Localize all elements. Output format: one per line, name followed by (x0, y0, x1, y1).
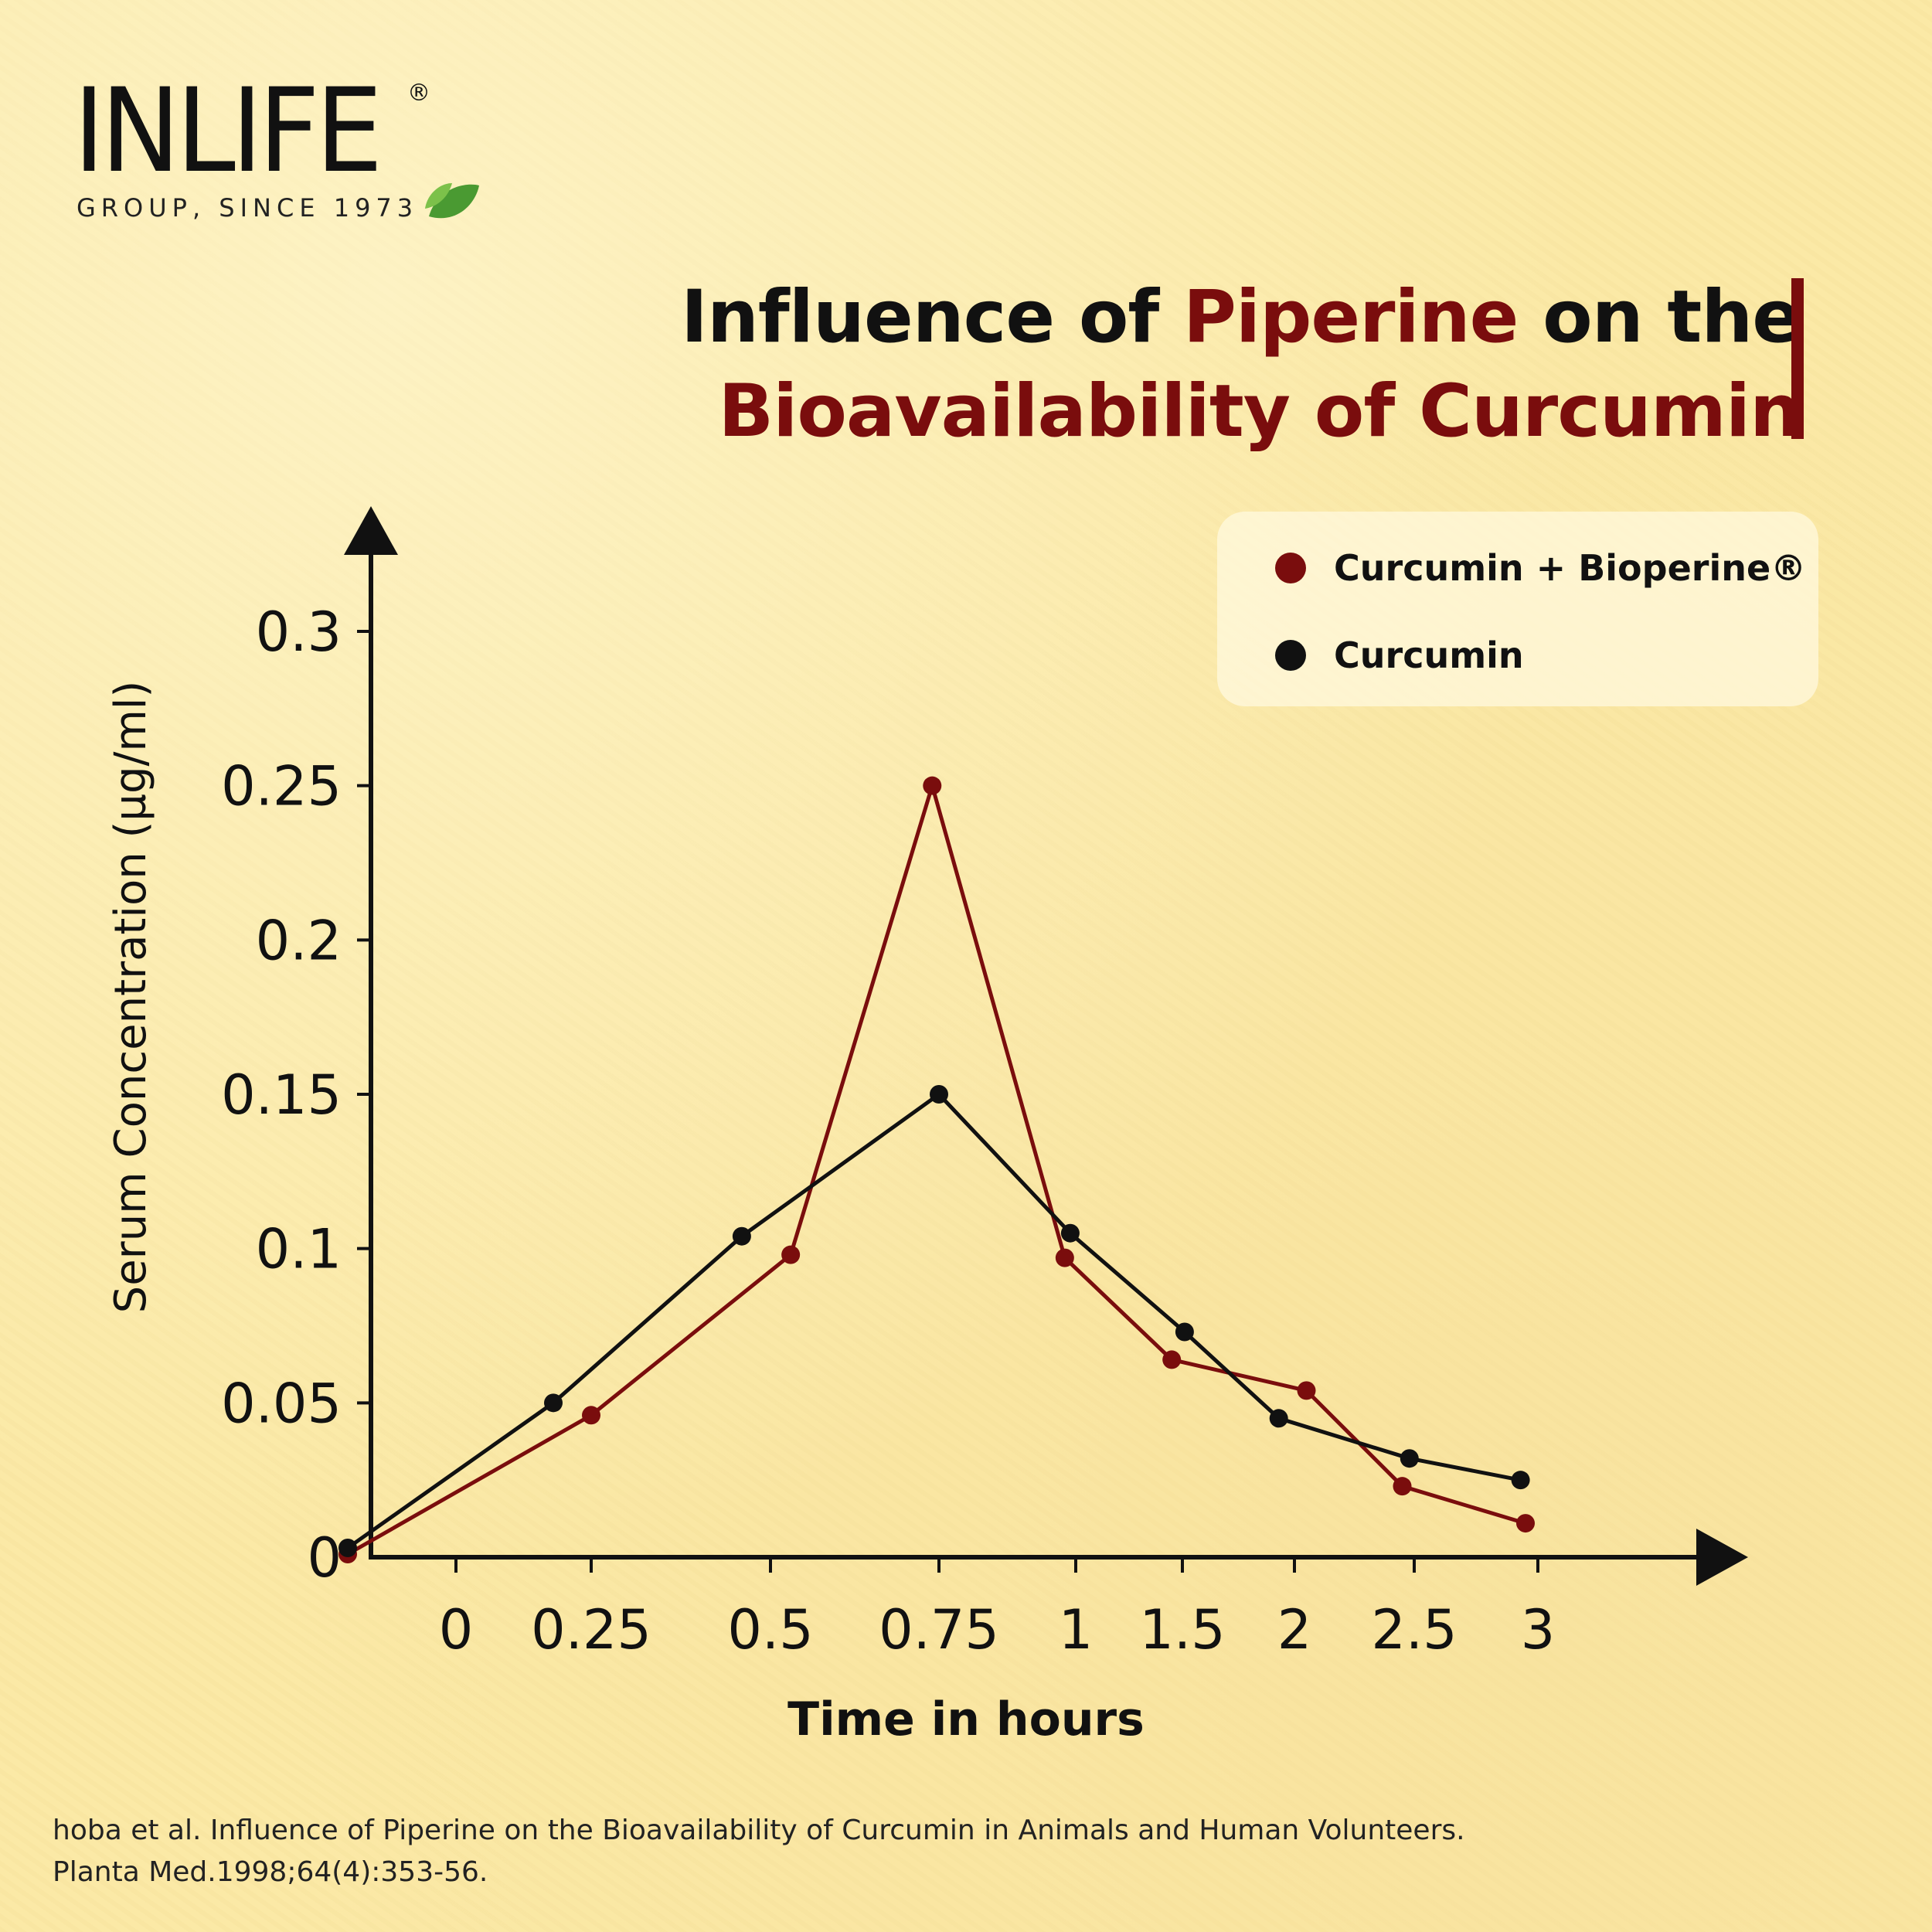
x-tick-label: 0.75 (879, 1598, 999, 1662)
chart-legend: Curcumin + Bioperine® Curcumin (1217, 512, 1818, 706)
data-point (923, 776, 942, 795)
y-tick-label: 0.1 (256, 1218, 342, 1281)
data-point (1400, 1449, 1419, 1468)
chart-ticks: 0 0.25 0.5 0.75 1 1.5 2 2.5 3 0 0.05 0.1 0.15 0.2 0.25… (221, 600, 1555, 1662)
legend-label: Curcumin + Bioperine® (1334, 547, 1807, 589)
chart-axes (344, 506, 1748, 1586)
logo-wordmark: INLIFE (73, 64, 383, 199)
data-point (544, 1393, 563, 1413)
leaf-icon (425, 183, 479, 219)
title-line-1: Influence of Piperine on the (681, 270, 1801, 365)
brand-logo: INLIFE ® GROUP, SINCE 1973 (73, 64, 479, 228)
y-tick-label: 0.15 (221, 1063, 342, 1127)
x-tick-label: 0 (439, 1598, 474, 1662)
y-axis-arrow (344, 506, 398, 555)
title-accent-bar (1791, 278, 1804, 439)
data-point (732, 1226, 751, 1246)
data-point (1055, 1248, 1074, 1267)
data-point (1269, 1409, 1288, 1428)
x-axis-arrow (1696, 1529, 1748, 1586)
y-tick-label: 0.05 (221, 1372, 342, 1435)
data-point (1162, 1350, 1182, 1369)
y-tick-label: 0.2 (256, 909, 342, 972)
y-tick-label: 0.25 (221, 755, 342, 818)
series-line-curcumin (346, 1092, 1522, 1550)
chart-series (338, 776, 1535, 1564)
title-part-1: Influence of (681, 275, 1184, 359)
data-point (1060, 1223, 1080, 1243)
citation-line-1: hoba et al. Influence of Piperine on the… (53, 1815, 1465, 1846)
y-tick-label: 0.3 (256, 600, 342, 664)
title-accent-piperine: Piperine (1183, 275, 1519, 359)
data-point (930, 1085, 948, 1104)
x-tick-label: 2 (1277, 1598, 1312, 1662)
data-point (338, 1539, 357, 1558)
citation: hoba et al. Influence of Piperine on the… (53, 1810, 1753, 1893)
title-part-3: on the (1518, 275, 1801, 359)
data-point (1516, 1514, 1535, 1533)
data-point (582, 1406, 600, 1425)
data-point (1511, 1471, 1530, 1490)
logo-registered-mark: ® (407, 80, 430, 107)
legend-marker (1275, 553, 1306, 583)
x-axis-title: Time in hours (787, 1692, 1145, 1747)
x-tick-label: 1.5 (1139, 1598, 1225, 1662)
x-tick-label: 2.5 (1371, 1598, 1457, 1662)
legend-item-curcumin-bioperine: Curcumin + Bioperine® (1275, 545, 1806, 591)
x-tick-label: 1 (1059, 1598, 1094, 1662)
legend-marker (1275, 640, 1306, 671)
y-axis-title: Serum Concentration (µg/ml) (106, 681, 156, 1314)
logo-tagline: GROUP, SINCE 1973 (77, 193, 419, 223)
legend-label: Curcumin (1334, 634, 1524, 676)
x-tick-label: 0.25 (531, 1598, 651, 1662)
data-point (1393, 1477, 1412, 1496)
title-line-2: Bioavailability of Curcumin (718, 369, 1801, 454)
data-point (781, 1245, 801, 1264)
citation-line-2: Planta Med.1998;64(4):353-56. (53, 1856, 488, 1888)
y-tick-label: 0 (307, 1526, 342, 1590)
page-title: Influence of Piperine on the Bioavailabi… (681, 270, 1801, 459)
data-point (1297, 1381, 1316, 1400)
x-tick-label: 0.5 (727, 1598, 813, 1662)
data-point (1175, 1322, 1194, 1342)
x-tick-label: 3 (1521, 1598, 1556, 1662)
legend-item-curcumin: Curcumin (1275, 632, 1524, 679)
